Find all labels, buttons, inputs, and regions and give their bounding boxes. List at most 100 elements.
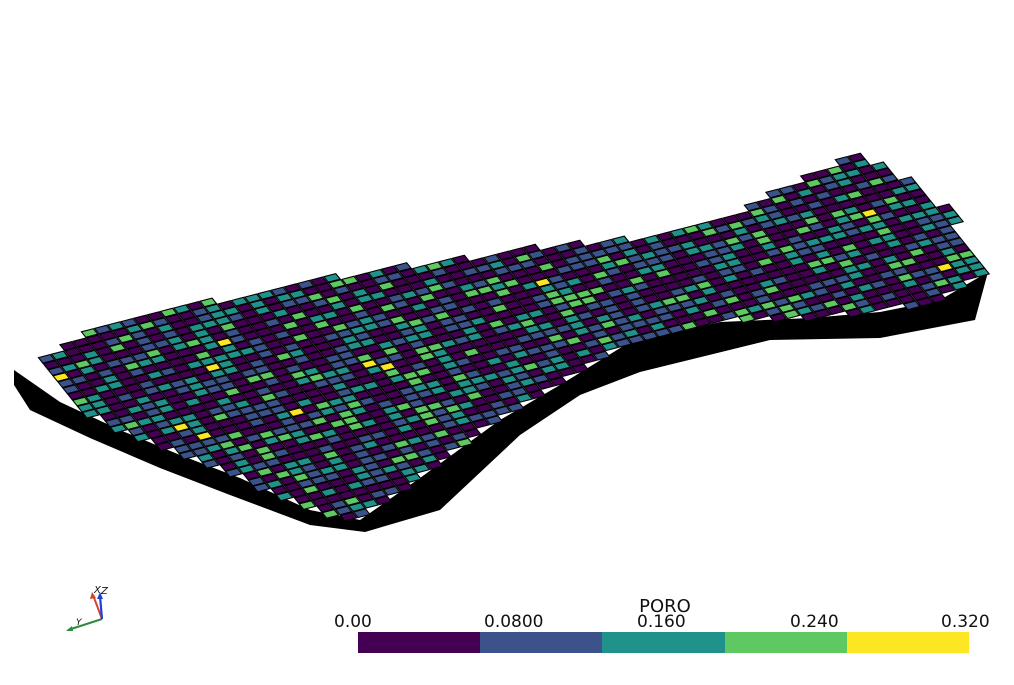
grid-cell [327,279,347,289]
grid-cell [635,324,654,335]
grid-cell [870,220,889,231]
grid-cell [909,269,928,280]
grid-cell [363,343,382,354]
grid-cell [419,432,438,443]
grid-cell [178,450,197,460]
grid-cell [271,308,290,319]
grid-cell [450,372,469,383]
grid-cell [199,437,219,448]
grid-cell [899,256,918,267]
grid-cell [382,287,401,298]
grid-cell [216,418,235,429]
grid-cell [157,344,176,355]
grid-cell [713,223,732,234]
grid-cell [604,325,623,336]
grid-cell [625,312,644,323]
grid-cell [354,470,373,481]
grid-cell [173,443,192,454]
grid-cell [719,310,738,321]
grid-cell [467,294,486,305]
grid-cell [187,381,206,392]
grid-cell [386,352,405,363]
grid-cell [401,311,420,322]
grid-cell [296,478,316,489]
grid-cell [435,413,454,424]
grid-cell [495,368,514,379]
grid-cell [261,355,280,365]
grid-cell [277,454,296,464]
grid-cell [523,265,543,276]
grid-cell [840,242,859,253]
grid-cell [173,384,193,395]
grid-cell [914,216,933,227]
grid-cell [870,161,889,172]
grid-cell [312,319,331,330]
grid-cell [769,194,789,205]
grid-cell [455,437,474,448]
grid-cell [812,286,831,297]
grid-cell [262,435,281,446]
grid-cell [746,244,765,255]
grid-cell [596,276,615,287]
grid-cell [427,422,446,433]
grid-cell [721,214,741,225]
grid-cell [141,363,160,374]
grid-cell [835,236,854,247]
grid-cell [425,401,445,411]
grid-cell [360,359,379,369]
grid-cell [846,270,865,281]
grid-cell [879,291,898,302]
grid-cell [270,286,289,297]
grid-cell [632,281,651,292]
grid-cell [198,356,218,367]
grid-cell [354,272,373,283]
grid-cell [425,460,444,470]
grid-cell [781,228,800,239]
grid-cell [347,502,366,513]
grid-cell [522,243,541,254]
grid-cell [611,235,630,246]
grid-cell [308,394,328,405]
grid-cell [563,255,582,266]
grid-cell [383,367,402,378]
grid-cell [327,338,346,348]
grid-cell [642,293,661,304]
grid-cell [103,336,122,347]
grid-cell [827,187,846,198]
grid-cell [314,282,333,293]
grid-cell [232,318,251,329]
grid-cell [647,299,666,310]
grid-cell [47,366,66,376]
grid-cell [250,460,270,471]
grid-cell [802,215,821,226]
grid-cell [175,406,194,417]
grid-cell [903,182,922,193]
grid-cell [861,229,881,240]
grid-cell [785,293,804,304]
grid-cell [469,316,488,327]
grid-cell [718,229,737,240]
grid-cell [539,364,558,375]
grid-cell [858,186,878,197]
grid-cell [912,253,931,264]
grid-cell [599,260,618,271]
grid-cell [341,415,360,426]
grid-cell [911,231,930,242]
grid-cell [322,390,341,401]
grid-cell [681,283,701,294]
grid-cell [591,329,610,339]
grid-cell [866,294,885,305]
grid-cell [453,276,472,287]
grid-cell [334,446,354,457]
grid-cell [291,332,310,343]
grid-cell [662,259,681,270]
grid-cell [540,246,559,257]
grid-cell [214,455,233,466]
grid-cell [231,436,250,447]
grid-cell [868,198,887,209]
grid-cell [499,293,518,304]
grid-cell [314,481,334,492]
grid-cell [334,505,353,516]
